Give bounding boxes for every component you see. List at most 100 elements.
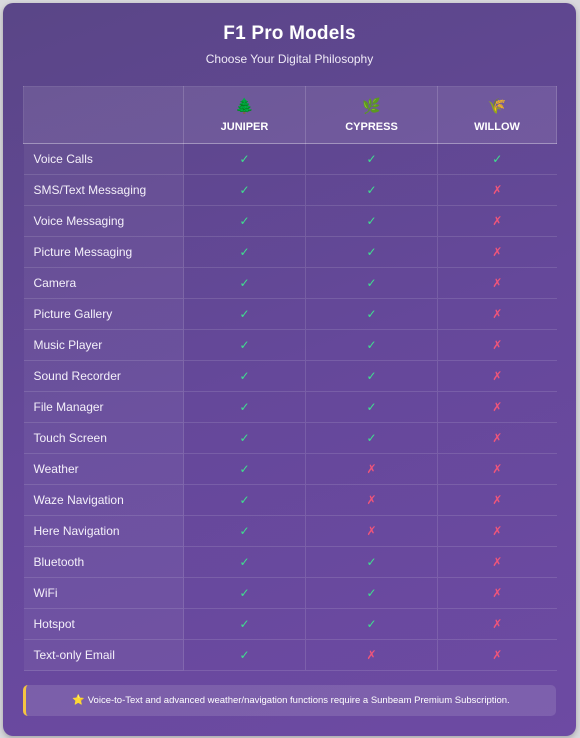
table-row: Picture Gallery ✓ ✓ ✗ (23, 298, 557, 330)
check-icon: ✓ (492, 152, 503, 166)
page-title: F1 Pro Models (223, 23, 356, 44)
cell-juniper: ✓ (183, 298, 306, 330)
cross-icon: ✗ (492, 214, 503, 228)
check-icon: ✓ (366, 276, 377, 290)
cell-juniper: ✓ (183, 484, 306, 516)
cross-icon: ✗ (492, 307, 503, 321)
cell-cypress: ✓ (305, 422, 438, 454)
cell-willow: ✗ (437, 422, 557, 454)
check-icon: ✓ (239, 617, 250, 631)
table-row: Voice Messaging ✓ ✓ ✗ (23, 205, 557, 237)
cell-cypress: ✓ (305, 267, 438, 299)
subscription-note-text: Voice-to-Text and advanced weather/navig… (87, 695, 510, 706)
table-row: Sound Recorder ✓ ✓ ✗ (23, 360, 557, 392)
feature-label: Voice Calls (23, 143, 184, 175)
model-header-cypress: 🌿 CYPRESS (305, 86, 438, 144)
cell-juniper: ✓ (183, 546, 306, 578)
cross-icon: ✗ (492, 183, 503, 197)
feature-label: Here Navigation (23, 515, 184, 547)
cell-juniper: ✓ (183, 205, 306, 237)
cell-juniper: ✓ (183, 453, 306, 485)
cross-icon: ✗ (492, 648, 503, 662)
cell-willow: ✗ (437, 298, 557, 330)
cell-willow: ✗ (437, 329, 557, 361)
cell-juniper: ✓ (183, 577, 306, 609)
feature-label: Picture Gallery (23, 298, 184, 330)
cell-cypress: ✓ (305, 236, 438, 268)
cell-willow: ✗ (437, 174, 557, 206)
cell-cypress: ✓ (305, 143, 438, 175)
check-icon: ✓ (366, 369, 377, 383)
check-icon: ✓ (239, 648, 250, 662)
cross-icon: ✗ (492, 493, 503, 507)
table-row: Camera ✓ ✓ ✗ (23, 267, 557, 299)
cell-cypress: ✗ (305, 453, 438, 485)
cell-willow: ✗ (437, 453, 557, 485)
table-header-row: 🌲 JUNIPER 🌿 CYPRESS 🌾 WILLOW (23, 86, 557, 144)
cell-juniper: ✓ (183, 267, 306, 299)
cell-willow: ✗ (437, 608, 557, 640)
cell-juniper: ✓ (183, 174, 306, 206)
cell-willow: ✗ (437, 236, 557, 268)
cell-willow: ✗ (437, 391, 557, 423)
herb-icon: 🌿 (362, 97, 381, 115)
check-icon: ✓ (366, 617, 377, 631)
table-row: Bluetooth ✓ ✓ ✗ (23, 546, 557, 578)
check-icon: ✓ (366, 307, 377, 321)
cross-icon: ✗ (366, 648, 377, 662)
table-row: Text-only Email ✓ ✗ ✗ (23, 639, 557, 671)
table-row: Waze Navigation ✓ ✗ ✗ (23, 484, 557, 516)
cell-willow: ✗ (437, 484, 557, 516)
cross-icon: ✗ (492, 431, 503, 445)
cell-cypress: ✓ (305, 577, 438, 609)
sheaf-icon: 🌾 (487, 97, 507, 115)
check-icon: ✓ (239, 555, 250, 569)
check-icon: ✓ (239, 462, 250, 476)
cross-icon: ✗ (492, 462, 503, 476)
feature-column-header (23, 86, 184, 144)
feature-label: SMS/Text Messaging (23, 174, 184, 206)
cross-icon: ✗ (366, 524, 377, 538)
check-icon: ✓ (239, 524, 250, 538)
model-header-juniper: 🌲 JUNIPER (183, 86, 306, 144)
cross-icon: ✗ (492, 586, 503, 600)
table-row: SMS/Text Messaging ✓ ✓ ✗ (23, 174, 557, 206)
cell-cypress: ✓ (305, 360, 438, 392)
table-row: File Manager ✓ ✓ ✗ (23, 391, 557, 423)
model-name: JUNIPER (220, 120, 269, 133)
feature-label: Text-only Email (23, 639, 184, 671)
table-row: Hotspot ✓ ✓ ✗ (23, 608, 557, 640)
check-icon: ✓ (366, 586, 377, 600)
table-row: Picture Messaging ✓ ✓ ✗ (23, 236, 557, 268)
subscription-note: ⭐ Voice-to-Text and advanced weather/nav… (23, 685, 556, 716)
cross-icon: ✗ (492, 524, 503, 538)
table-row: Music Player ✓ ✓ ✗ (23, 329, 557, 361)
cell-willow: ✗ (437, 546, 557, 578)
cell-cypress: ✓ (305, 608, 438, 640)
cell-willow: ✓ (437, 143, 557, 175)
table-row: Voice Calls ✓ ✓ ✓ (23, 143, 557, 175)
cell-juniper: ✓ (183, 391, 306, 423)
cell-juniper: ✓ (183, 422, 306, 454)
cell-willow: ✗ (437, 515, 557, 547)
cross-icon: ✗ (492, 617, 503, 631)
cell-cypress: ✓ (305, 298, 438, 330)
evergreen-tree-icon: 🌲 (235, 97, 254, 115)
cell-cypress: ✗ (305, 515, 438, 547)
cell-cypress: ✓ (305, 546, 438, 578)
check-icon: ✓ (366, 245, 377, 259)
check-icon: ✓ (366, 338, 377, 352)
cross-icon: ✗ (492, 276, 503, 290)
cell-juniper: ✓ (183, 608, 306, 640)
check-icon: ✓ (366, 431, 377, 445)
feature-label: Sound Recorder (23, 360, 184, 392)
feature-label: Music Player (23, 329, 184, 361)
check-icon: ✓ (239, 214, 250, 228)
page-subtitle: Choose Your Digital Philosophy (205, 52, 374, 66)
feature-label: Bluetooth (23, 546, 184, 578)
cell-juniper: ✓ (183, 639, 306, 671)
table-row: Here Navigation ✓ ✗ ✗ (23, 515, 557, 547)
star-icon: ⭐ (72, 695, 85, 706)
comparison-table: 🌲 JUNIPER 🌿 CYPRESS 🌾 WILLOW Voice Calls… (23, 86, 557, 671)
feature-label: Camera (23, 267, 184, 299)
